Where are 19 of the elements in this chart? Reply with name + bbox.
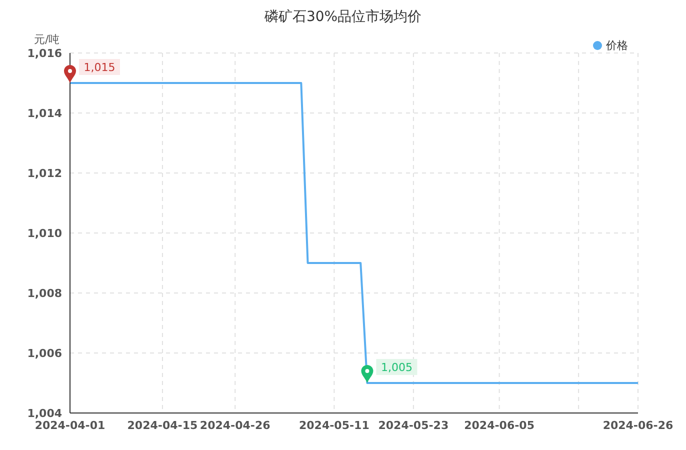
y-tick-label: 1,012 — [27, 166, 62, 180]
annotation: 1,015 — [84, 61, 116, 74]
x-tick-label: 2024-04-15 — [127, 418, 198, 432]
y-axis-title: 元/吨 — [34, 32, 60, 47]
y-tick-label: 1,016 — [27, 46, 62, 60]
chart-title: 磷矿石30%品位市场均价 — [263, 8, 423, 26]
x-tick-label: 2024-04-26 — [200, 418, 271, 432]
y-tick-label: 1,010 — [27, 226, 62, 240]
x-tick-label: 2024-04-01 — [34, 418, 106, 432]
annotation: 1,005 — [380, 361, 412, 374]
x-tick-label: 2024-06-05 — [464, 418, 534, 432]
legend-label: 价格 — [606, 39, 628, 52]
y-tick-label: 1,008 — [27, 286, 62, 300]
x-tick-label: 2024-05-23 — [378, 418, 449, 432]
y-tick-label: 1,004 — [27, 406, 62, 420]
y-tick-label: 1,014 — [27, 106, 62, 120]
x-tick-label: 2024-06-26 — [602, 418, 674, 432]
y-tick-label: 1,006 — [27, 346, 62, 360]
x-tick-label: 2024-05-11 — [299, 418, 370, 432]
